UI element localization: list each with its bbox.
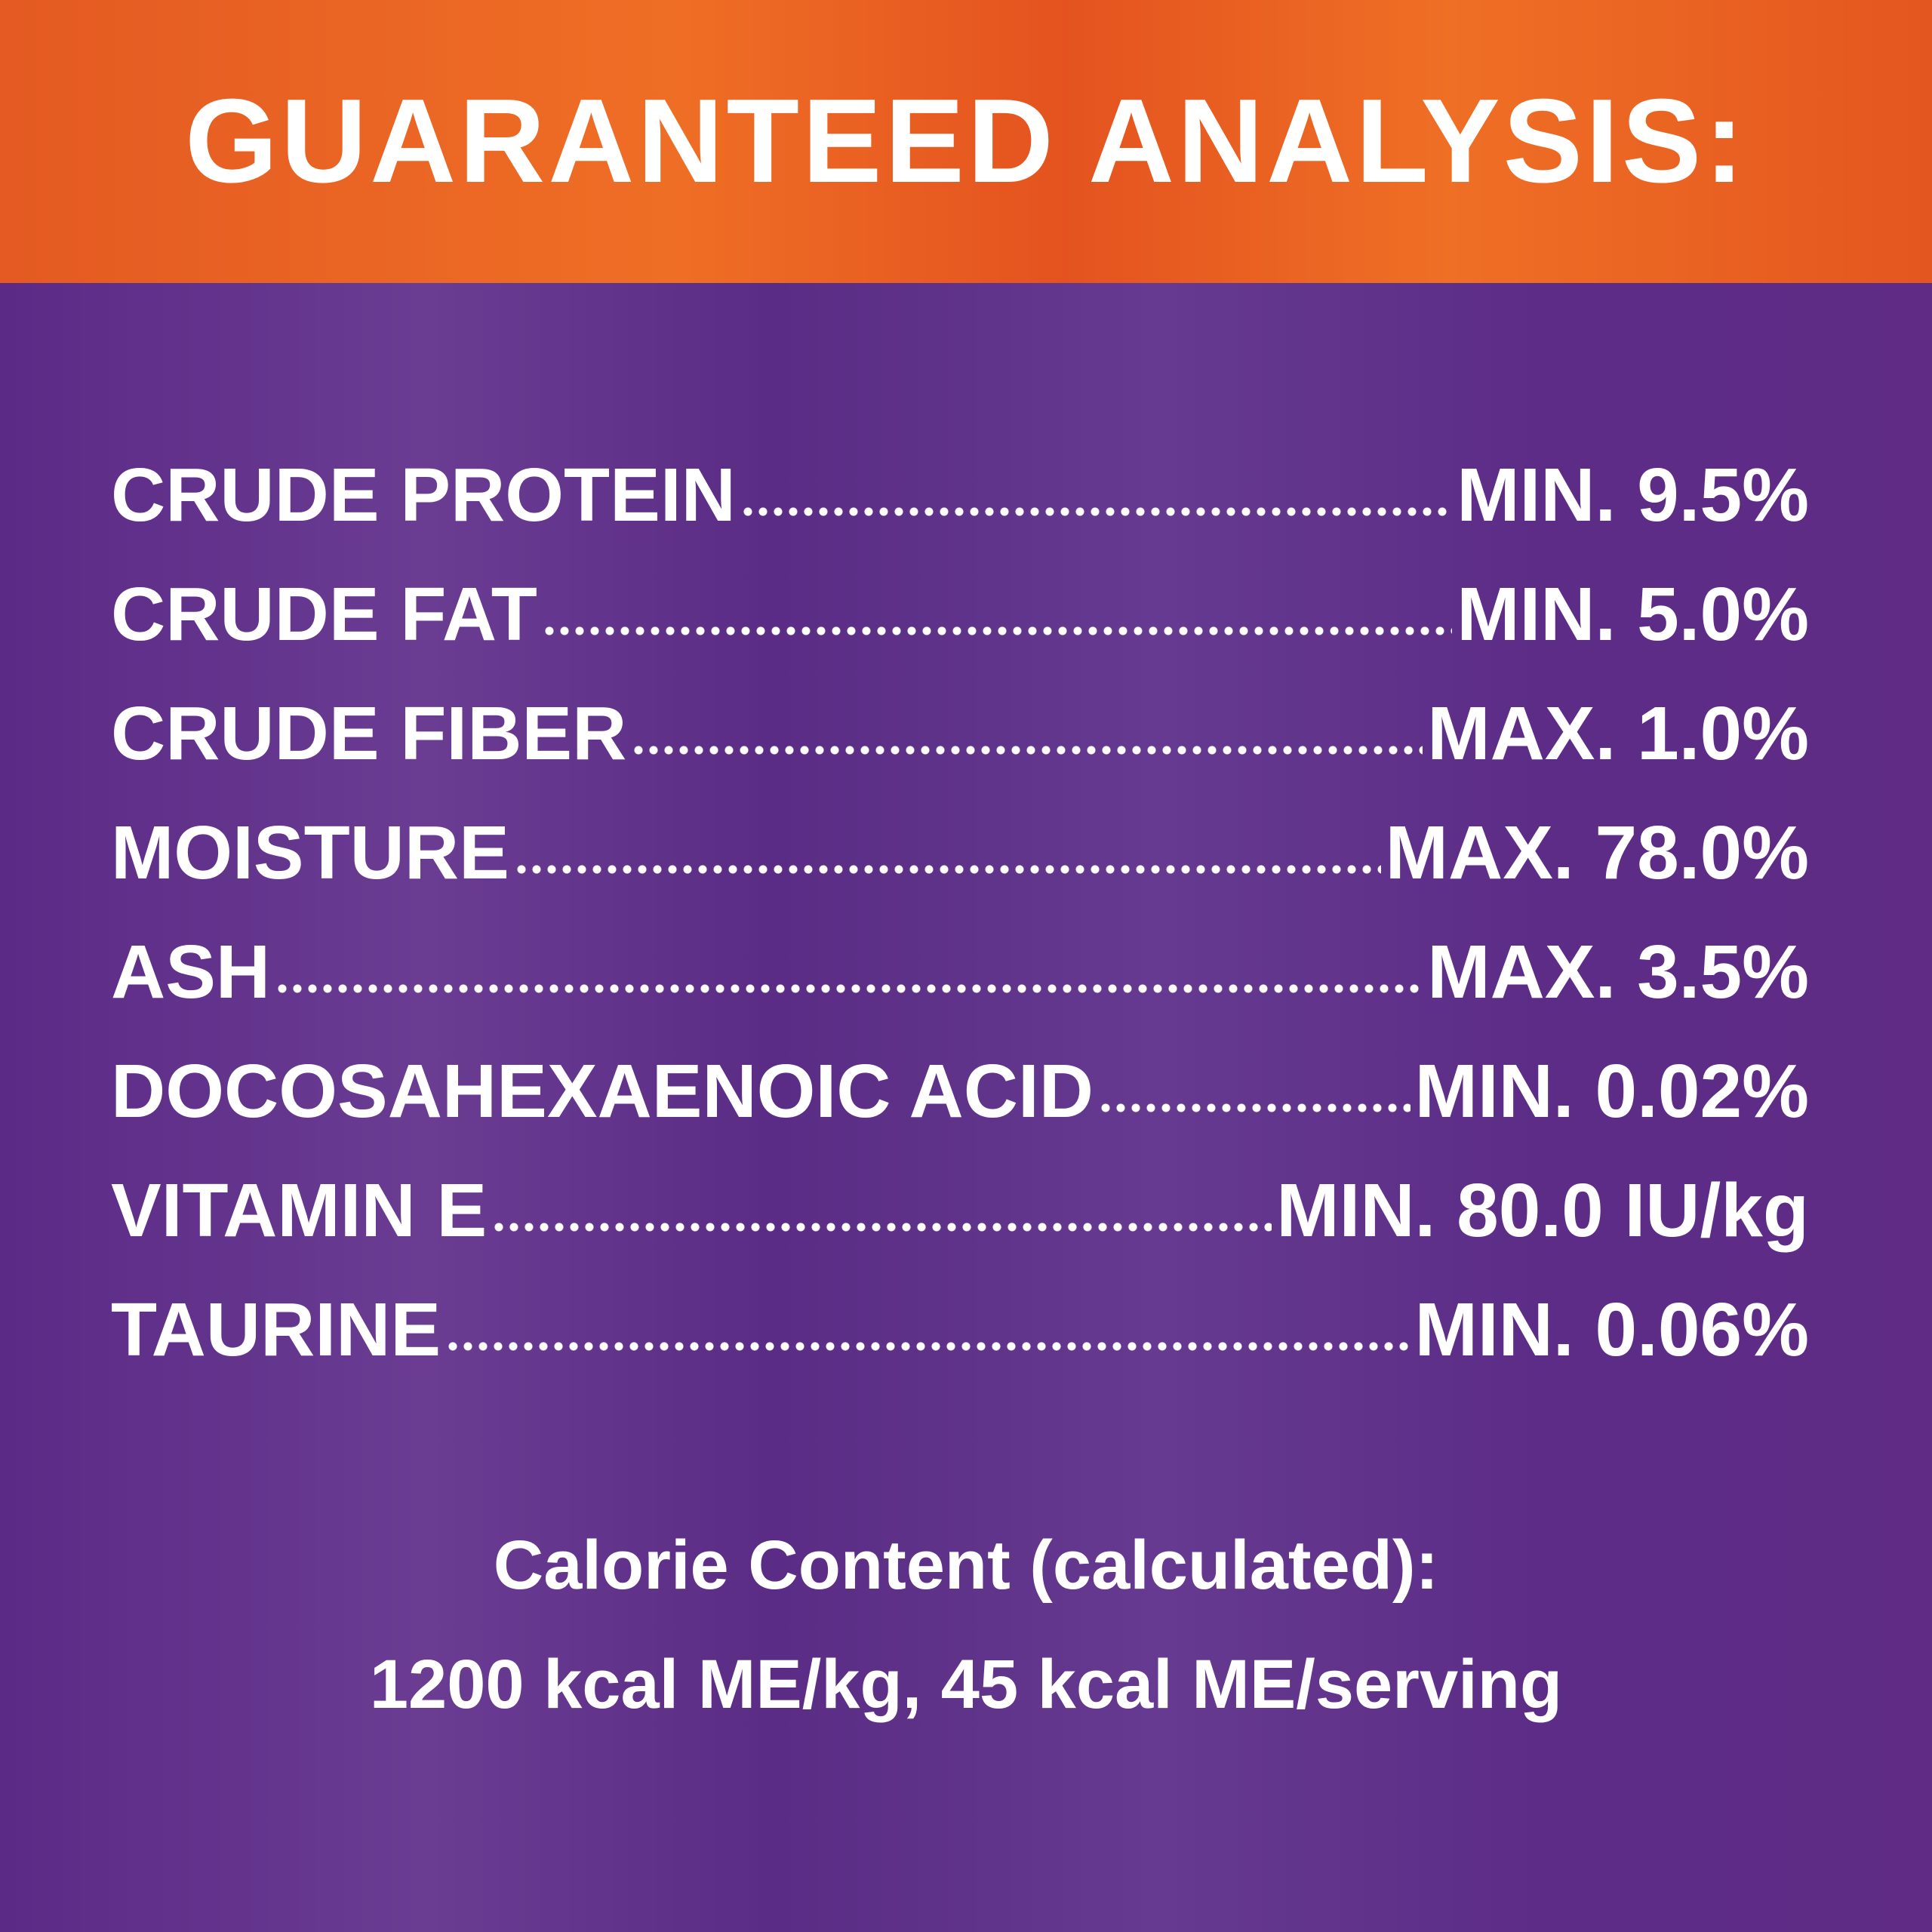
nutrient-value: MAX. 1.0% <box>1427 691 1809 776</box>
dot-leader <box>275 983 1423 994</box>
nutrient-value: MAX. 3.5% <box>1427 929 1809 1014</box>
calorie-heading: Calorie Content (calculated): <box>493 1527 1439 1604</box>
analysis-row: VITAMIN E MIN. 80.0 IU/kg <box>111 1151 1809 1270</box>
nutrient-label: TAURINE <box>111 1287 441 1372</box>
calorie-text: 1200 kcal ME/kg, 45 kcal ME/serving <box>369 1646 1563 1723</box>
header: GUARANTEED ANALYSIS: <box>0 0 1932 283</box>
dot-leader <box>631 745 1423 755</box>
nutrient-label: DOCOSAHEXAENOIC ACID <box>111 1048 1094 1134</box>
analysis-row: DOCOSAHEXAENOIC ACID MIN. 0.02% <box>111 1032 1809 1151</box>
analysis-row: CRUDE FAT MIN. 5.0% <box>111 555 1809 674</box>
dot-leader <box>491 1222 1272 1232</box>
nutrient-label: CRUDE PROTEIN <box>111 452 736 537</box>
nutrient-label: VITAMIN E <box>111 1168 488 1253</box>
analysis-row: ASH MAX. 3.5% <box>111 912 1809 1032</box>
nutrient-label: CRUDE FAT <box>111 571 537 657</box>
dot-leader <box>740 506 1453 517</box>
dot-leader <box>1097 1103 1411 1113</box>
analysis-row: TAURINE MIN. 0.06% <box>111 1270 1809 1389</box>
nutrient-value: MIN. 0.06% <box>1414 1287 1809 1372</box>
dot-leader <box>541 626 1453 636</box>
analysis-list: CRUDE PROTEIN MIN. 9.5% CRUDE FAT MIN. 5.0%… <box>111 435 1809 1389</box>
nutrient-label: ASH <box>111 929 271 1014</box>
nutrient-label: CRUDE FIBER <box>111 691 627 776</box>
nutrient-value: MAX. 78.0% <box>1385 810 1809 895</box>
nutrient-label: MOISTURE <box>111 810 509 895</box>
nutrient-value: MIN. 0.02% <box>1414 1048 1809 1134</box>
analysis-row: MOISTURE MAX. 78.0% <box>111 793 1809 912</box>
dot-leader <box>513 864 1381 875</box>
dot-leader <box>445 1341 1411 1352</box>
nutrient-value: MIN. 5.0% <box>1457 571 1809 657</box>
analysis-row: CRUDE FIBER MAX. 1.0% <box>111 674 1809 793</box>
title: GUARANTEED ANALYSIS: <box>185 75 1747 208</box>
nutrient-value: MIN. 9.5% <box>1457 452 1809 537</box>
nutrient-value: MIN. 80.0 IU/kg <box>1276 1168 1809 1253</box>
analysis-row: CRUDE PROTEIN MIN. 9.5% <box>111 435 1809 555</box>
